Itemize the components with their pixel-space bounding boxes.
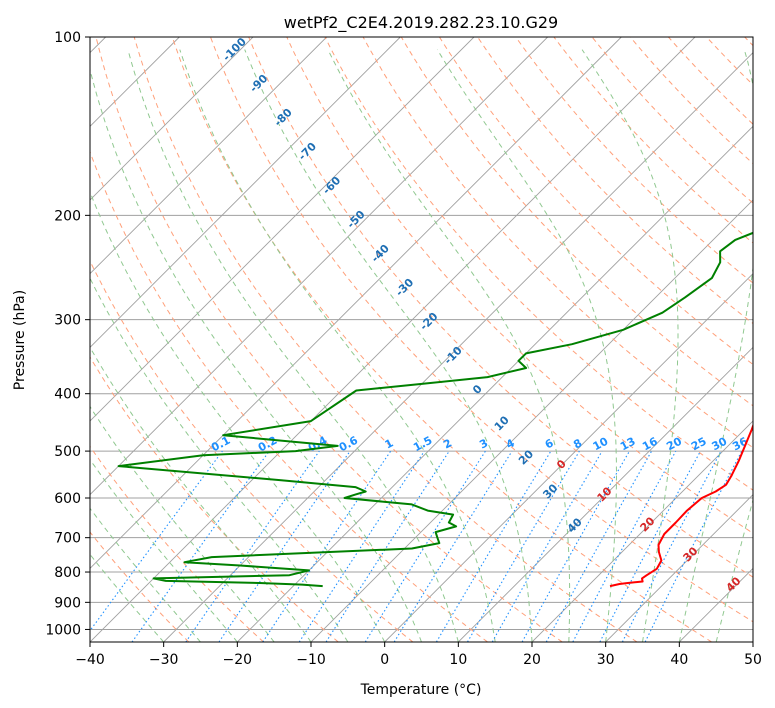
y-tick-label: 200 bbox=[54, 208, 81, 224]
y-tick-label: 1000 bbox=[45, 622, 81, 638]
x-tick-label: 30 bbox=[597, 652, 615, 668]
dry-adiabat-line bbox=[90, 531, 190, 642]
isotherm-line bbox=[90, 37, 254, 201]
moist-adiabat-line bbox=[90, 405, 275, 642]
x-tick-label: 10 bbox=[449, 652, 467, 668]
moist-adiabat-line bbox=[179, 49, 496, 642]
dry-adiabat-line bbox=[515, 37, 753, 284]
isotherm-line bbox=[458, 346, 753, 642]
isotherm-line bbox=[90, 37, 548, 496]
axes: −40 −30 −20 −10 0 10 20 30 40 50 100 200 300 400 500 60… bbox=[45, 30, 762, 668]
y-tick-label: 900 bbox=[54, 595, 81, 611]
moist-adiabat-line bbox=[436, 49, 617, 642]
plot-frame bbox=[89, 36, 754, 643]
dry-adiabat-line bbox=[210, 37, 753, 623]
dry-adiabat-line bbox=[90, 259, 414, 642]
y-tick-label: 300 bbox=[54, 313, 81, 329]
dry-adiabat-line bbox=[95, 37, 563, 642]
x-axis-label: Temperature (°C) bbox=[360, 682, 482, 698]
isotherm-line bbox=[90, 37, 401, 348]
mixing-ratio-line bbox=[521, 450, 630, 642]
profiles bbox=[117, 231, 753, 588]
moist-adiabat-line bbox=[127, 49, 459, 642]
moist-adiabat-line bbox=[678, 49, 753, 642]
moist-adiabat-line bbox=[244, 49, 533, 642]
isotherm-line bbox=[90, 37, 475, 422]
mixing-ratio-line bbox=[393, 450, 513, 642]
y-tick-label: 700 bbox=[54, 531, 81, 547]
dry-adiabat-line bbox=[286, 37, 753, 534]
dry-adiabat-line bbox=[90, 150, 488, 642]
mixing-ratio-line bbox=[262, 450, 392, 642]
mixing-ratio-line bbox=[644, 450, 743, 642]
y-axis-label: Pressure (hPa) bbox=[12, 290, 28, 390]
mixing-ratio-line bbox=[298, 450, 425, 642]
x-tick-label: −20 bbox=[223, 652, 253, 668]
x-tick-label: 20 bbox=[523, 652, 541, 668]
y-tick-label: 600 bbox=[54, 491, 81, 507]
x-tick-label: 0 bbox=[380, 652, 389, 668]
background-lines bbox=[90, 37, 753, 642]
x-tick-label: 40 bbox=[670, 652, 688, 668]
dry-adiabat-line bbox=[90, 445, 264, 642]
mixing-ratio-label: 16 bbox=[640, 435, 660, 454]
mixing-ratio-label: 25 bbox=[689, 435, 709, 454]
mixing-ratio-line bbox=[218, 450, 351, 642]
mixing-ratio-label: 36 bbox=[730, 435, 750, 454]
mixing-ratio-label: 10 bbox=[591, 434, 611, 453]
temperature-profile-line bbox=[609, 423, 753, 588]
x-tick-label: −40 bbox=[75, 652, 105, 668]
moist-adiabat-line bbox=[581, 49, 679, 642]
isotherm-line bbox=[384, 273, 753, 642]
y-tick-label: 400 bbox=[54, 387, 81, 403]
isotherm-line bbox=[237, 125, 753, 642]
mixing-ratio-label: 20 bbox=[664, 434, 684, 453]
x-tick-label: −10 bbox=[296, 652, 326, 668]
moist-adiabat-line bbox=[90, 507, 201, 642]
isotherm-line bbox=[163, 52, 753, 642]
isotherm-line bbox=[531, 420, 753, 642]
dry-adiabat-line bbox=[400, 37, 753, 407]
moist-adiabat-line bbox=[90, 67, 422, 642]
x-tick-label: 50 bbox=[744, 652, 762, 668]
mixing-ratio-line bbox=[131, 450, 270, 642]
mixing-ratio-line bbox=[90, 450, 223, 632]
dry-adiabat-line bbox=[90, 356, 339, 642]
dry-adiabat-line bbox=[171, 37, 712, 642]
moist-adiabat-line bbox=[90, 277, 349, 642]
y-tick-label: 800 bbox=[54, 565, 81, 581]
isotherm-line bbox=[605, 494, 753, 642]
dewpoint-profile-line bbox=[117, 231, 753, 588]
mixing-ratio-line bbox=[545, 450, 653, 642]
moist-adiabat-line bbox=[327, 49, 571, 642]
dry-adiabat-line bbox=[248, 37, 753, 578]
moist-adiabat-line bbox=[90, 553, 165, 642]
isotherm-line bbox=[90, 37, 622, 569]
mixing-ratio-line bbox=[325, 450, 450, 642]
y-tick-label: 500 bbox=[54, 444, 81, 460]
y-tick-label: 100 bbox=[54, 30, 81, 46]
mixing-ratio-label: 30 bbox=[710, 435, 730, 454]
dry-adiabat-line bbox=[438, 37, 753, 366]
mixing-ratio-label: 13 bbox=[618, 435, 638, 454]
dry-adiabat-line bbox=[133, 37, 638, 642]
isotherm-line bbox=[90, 37, 327, 275]
moist-adiabat-line bbox=[90, 190, 386, 642]
moist-adiabat-line bbox=[90, 458, 238, 642]
chart-title: wetPf2_C2E4.2019.282.23.10.G29 bbox=[284, 13, 558, 33]
mixing-ratio-line bbox=[572, 450, 677, 642]
x-tick-label: −30 bbox=[149, 652, 179, 668]
mixing-ratio-line bbox=[185, 450, 320, 642]
